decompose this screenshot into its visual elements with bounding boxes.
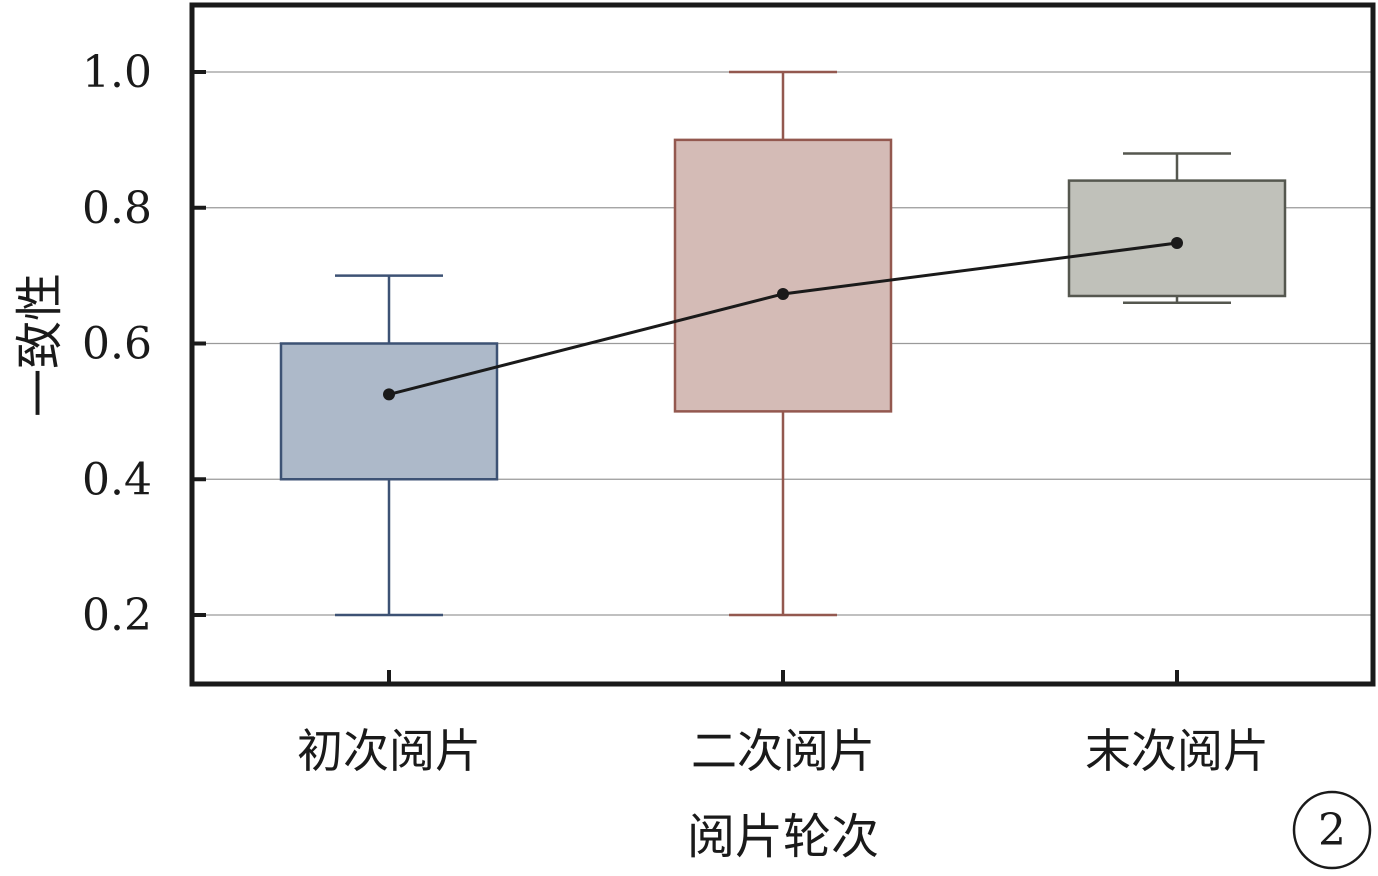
x-tick-label: 初次阅片 — [297, 724, 481, 778]
x-axis-title: 阅片轮次 — [687, 809, 879, 865]
boxes — [279, 70, 1287, 617]
y-tick-label: 0.2 — [82, 590, 152, 641]
mean-point — [777, 287, 789, 300]
x-tick-label: 末次阅片 — [1085, 724, 1269, 778]
panel-number-circle — [1292, 790, 1372, 870]
mean-point — [1171, 237, 1183, 250]
x-axis-ticks: 初次阅片 二次阅片 末次阅片 — [297, 670, 1269, 778]
box-2 — [673, 70, 893, 617]
mean-point — [383, 388, 395, 401]
iqr-box — [279, 342, 499, 481]
box-3 — [1067, 152, 1287, 305]
y-tick-label: 0.6 — [82, 319, 152, 370]
box-1 — [279, 274, 499, 617]
panel-number: 2 — [1318, 805, 1346, 856]
y-axis-ticks: 0.2 0.4 0.6 0.8 1.0 — [82, 47, 206, 641]
y-tick-label: 0.8 — [82, 183, 152, 234]
x-tick-label: 二次阅片 — [691, 724, 875, 778]
iqr-box — [673, 138, 893, 413]
y-tick-label: 0.4 — [82, 454, 152, 505]
y-axis-title: 一致性 — [12, 273, 68, 417]
y-tick-label: 1.0 — [82, 47, 152, 98]
mean-line-group — [383, 237, 1183, 401]
